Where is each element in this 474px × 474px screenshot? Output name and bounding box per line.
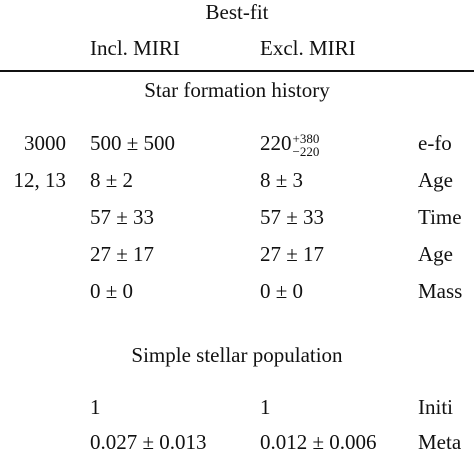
table-cell: Age — [418, 168, 453, 192]
table-cell: Mass — [418, 279, 463, 303]
table-cell: Time — [418, 205, 462, 229]
table-cell: 0 ± 0 — [260, 279, 304, 303]
table-cell: Meta — [418, 430, 462, 454]
section-title: Simple stellar population — [131, 343, 343, 367]
section-title: Star formation history — [144, 78, 330, 102]
table-cell: 0 ± 0 — [90, 279, 134, 303]
cell-errors: +380 −220 — [293, 132, 320, 158]
table-cell: 3000 — [24, 131, 66, 155]
table-cell: 8 ± 2 — [90, 168, 134, 192]
table-cell: 12, 13 — [13, 168, 67, 192]
table-cell: 0.027 ± 0.013 — [90, 430, 207, 454]
table-cell: 0.012 ± 0.006 — [260, 430, 377, 454]
table-cell: 57 ± 33 — [260, 205, 325, 229]
table-cell: 1 — [90, 395, 101, 419]
table-cell: 500 ± 500 — [90, 131, 176, 155]
error-lower: −220 — [292, 144, 320, 160]
table-cell: Age — [418, 242, 453, 266]
table-title: Best-fit — [205, 0, 269, 24]
column-header: Excl. MIRI — [260, 36, 356, 60]
error-upper: +380 — [292, 131, 320, 147]
table-cell: Initi — [418, 395, 453, 419]
column-header: Incl. MIRI — [90, 36, 180, 60]
table-cell: 8 ± 3 — [260, 168, 304, 192]
table-cell: 27 ± 17 — [90, 242, 155, 266]
table-cell: 220 +380 −220 — [260, 131, 319, 158]
table-cell: 27 ± 17 — [260, 242, 325, 266]
table-cell: e-fo — [418, 131, 452, 155]
table-cell: 57 ± 33 — [90, 205, 155, 229]
table-cell: 1 — [260, 395, 271, 419]
rule — [0, 70, 474, 72]
cell-value: 220 — [260, 131, 292, 155]
